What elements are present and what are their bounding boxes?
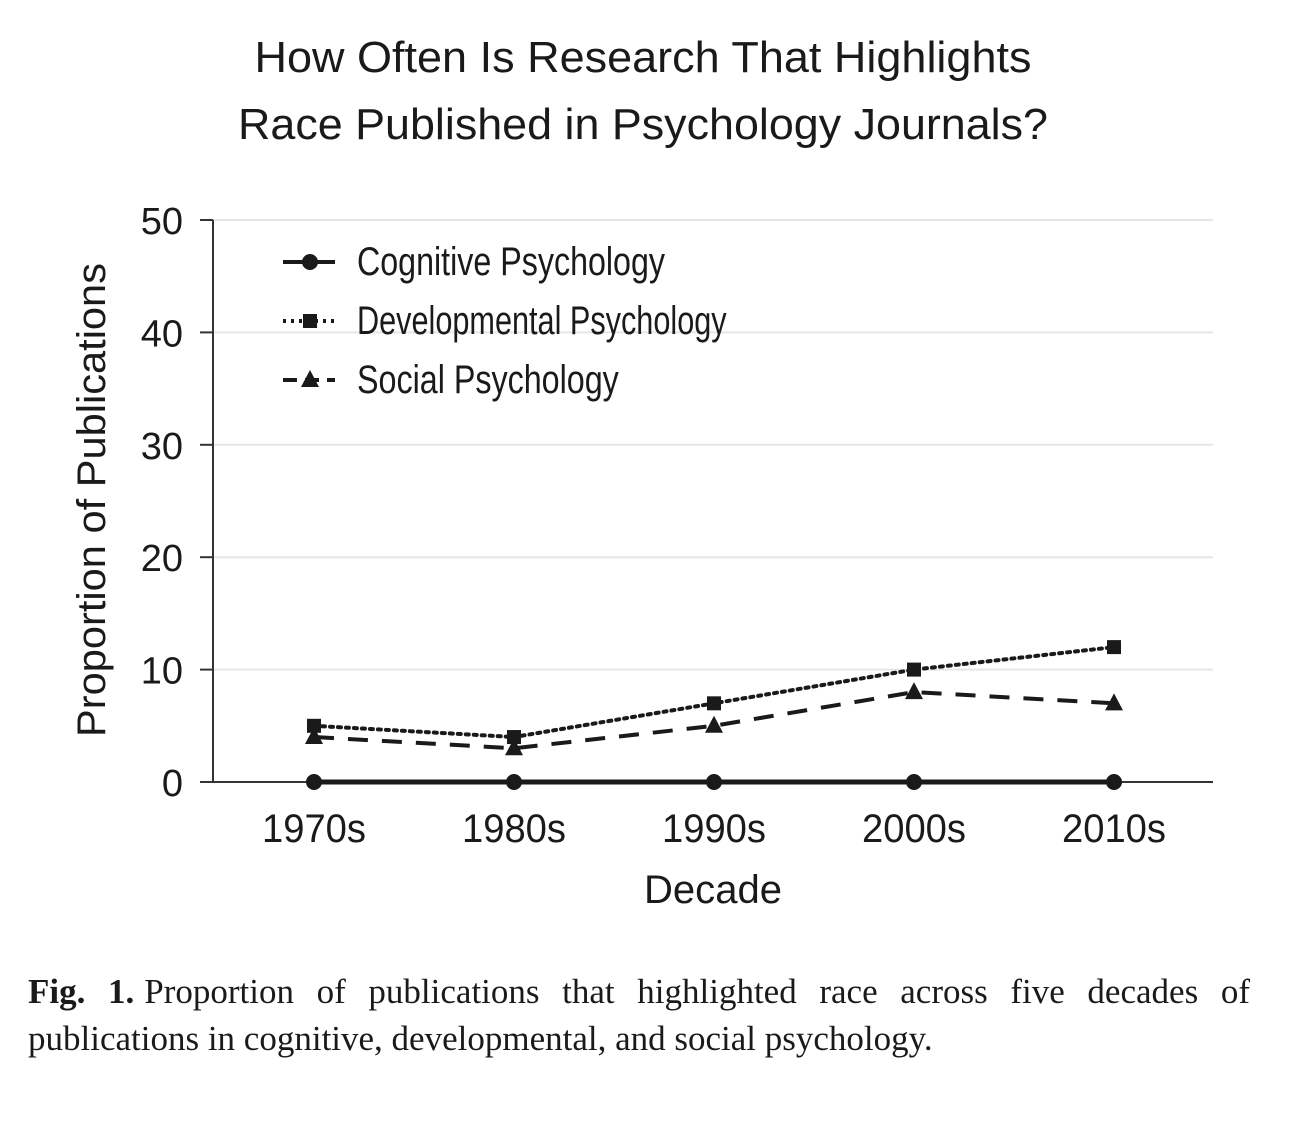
data-point <box>907 662 921 677</box>
line-chart: How Often Is Research That Highlights Ra… <box>70 33 1213 912</box>
figure-caption: Fig. 1. Proportion of publications that h… <box>28 968 1250 1062</box>
chart-title-line-1: How Often Is Research That Highlights <box>255 33 1032 82</box>
x-tick-label: 1970s <box>262 807 366 851</box>
legend-marker <box>302 254 318 270</box>
chart-title-line-2: Race Published in Psychology Journals? <box>238 100 1048 149</box>
data-point <box>507 730 521 745</box>
legend-label: Cognitive Psychology <box>357 240 665 284</box>
y-tick-label: 30 <box>141 426 183 468</box>
data-point <box>1106 774 1122 790</box>
data-point <box>305 727 323 745</box>
y-tick-label: 10 <box>141 651 183 693</box>
x-tick-label: 1980s <box>462 807 566 851</box>
data-point <box>705 715 723 733</box>
series-developmental-psychology <box>307 640 1121 745</box>
data-point <box>306 774 322 790</box>
series-social-psychology <box>305 682 1123 756</box>
data-point <box>1105 693 1123 711</box>
caption-label: Fig. 1. <box>28 972 135 1011</box>
caption-text: Proportion of publications that highligh… <box>28 972 1250 1058</box>
data-point <box>707 696 721 711</box>
data-point <box>1107 640 1121 655</box>
y-tick-label: 20 <box>141 538 183 580</box>
data-point <box>906 774 922 790</box>
data-point <box>706 774 722 790</box>
legend-marker <box>301 370 319 387</box>
y-tick-label: 50 <box>141 201 183 243</box>
x-axis-label: Decade <box>644 868 782 912</box>
legend-marker <box>303 314 317 328</box>
y-axis-label: Proportion of Publications <box>70 263 114 737</box>
x-tick-label: 2000s <box>862 807 966 851</box>
data-point <box>505 738 523 756</box>
legend-label: Social Psychology <box>357 358 619 402</box>
data-point <box>307 718 321 733</box>
legend-label: Developmental Psychology <box>357 299 727 343</box>
legend-item: Social Psychology <box>283 358 619 402</box>
legend-item: Developmental Psychology <box>283 299 727 343</box>
series-cognitive-psychology <box>306 774 1122 790</box>
data-point <box>905 682 923 700</box>
x-tick-label: 2010s <box>1062 807 1166 851</box>
legend-item: Cognitive Psychology <box>283 240 665 284</box>
y-tick-label: 40 <box>141 313 183 355</box>
y-tick-label: 0 <box>162 763 183 805</box>
x-tick-label: 1990s <box>662 807 766 851</box>
data-point <box>506 774 522 790</box>
